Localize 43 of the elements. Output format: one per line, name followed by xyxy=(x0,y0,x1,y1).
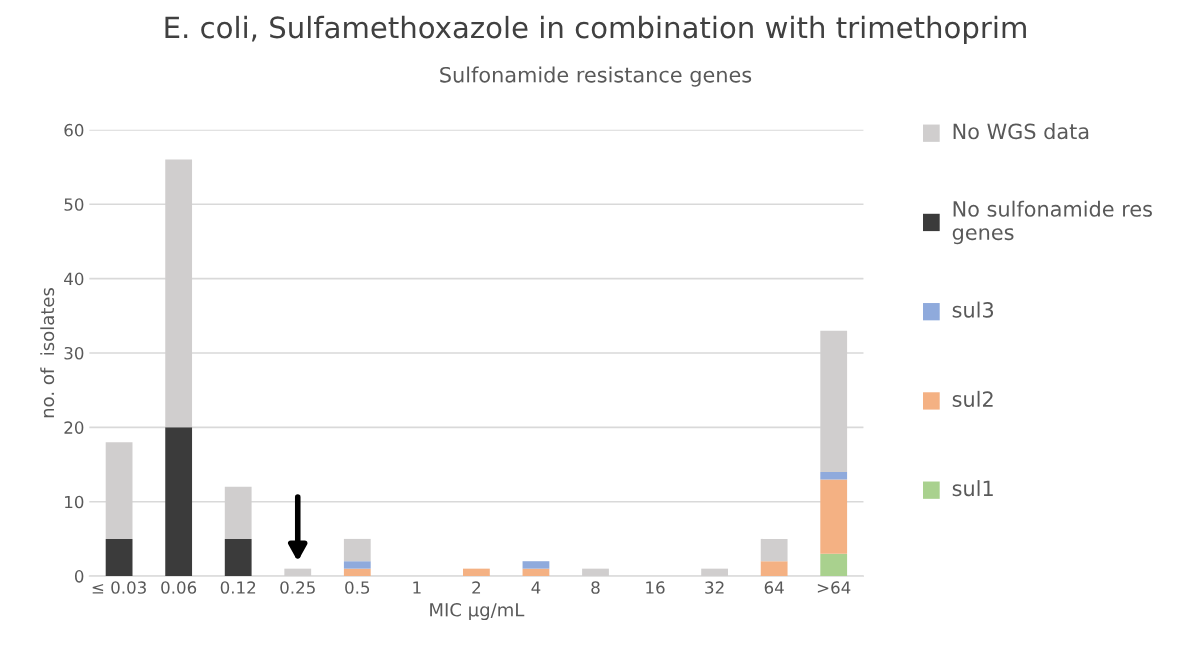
legend-label: No WGS data xyxy=(953,123,1089,140)
x-tick-label: 32 xyxy=(705,581,724,594)
bar xyxy=(165,427,193,577)
legend-label: sul1 xyxy=(952,480,993,497)
x-tick-label: 8 xyxy=(591,581,600,594)
x-tick-label: 4 xyxy=(531,581,541,594)
bar xyxy=(760,561,788,577)
chart-title: E. coli, Sulfamethoxazole in combination with trimethoprim xyxy=(165,15,1026,45)
y-tick-label: 40 xyxy=(64,272,84,286)
chart-subtitle: Sulfonamide resistance genes xyxy=(440,66,752,87)
x-tick-label: 0.25 xyxy=(280,581,315,594)
x-tick-label: 0.5 xyxy=(345,581,370,594)
bar xyxy=(224,538,252,577)
bar xyxy=(105,538,133,577)
x-tick-label: ≤ 0.03 xyxy=(92,581,146,594)
bar xyxy=(760,538,788,562)
legend-label: No sulfonamide res genes xyxy=(952,200,1152,245)
x-tick-label: >64 xyxy=(817,581,851,594)
x-tick-label: 2 xyxy=(472,581,481,594)
bar xyxy=(343,561,371,569)
x-tick-label: 0.06 xyxy=(161,581,197,594)
x-axis-title: MIC µg/mL xyxy=(430,602,525,621)
legend-label: sul3 xyxy=(952,301,994,318)
bar xyxy=(343,568,371,577)
bar xyxy=(522,561,550,569)
y-tick-label: 0 xyxy=(74,570,84,583)
y-tick-label: 30 xyxy=(64,346,84,360)
y-axis-title: no. of isolates xyxy=(40,288,55,418)
bar xyxy=(820,471,848,480)
y-tick-label: 20 xyxy=(64,421,84,434)
x-tick-label: 64 xyxy=(764,581,784,594)
x-tick-label: 16 xyxy=(646,581,665,594)
y-tick-label: 60 xyxy=(64,123,84,137)
y-tick-label: 50 xyxy=(64,198,84,211)
x-tick-label: 0.12 xyxy=(220,581,256,594)
bar xyxy=(820,479,848,554)
bar xyxy=(343,538,371,562)
y-tick-label: 10 xyxy=(65,495,84,509)
x-tick-label: 1 xyxy=(413,581,421,594)
bar xyxy=(463,568,490,577)
bar xyxy=(522,568,550,577)
legend-label: sul2 xyxy=(952,390,993,407)
bar xyxy=(820,553,848,577)
